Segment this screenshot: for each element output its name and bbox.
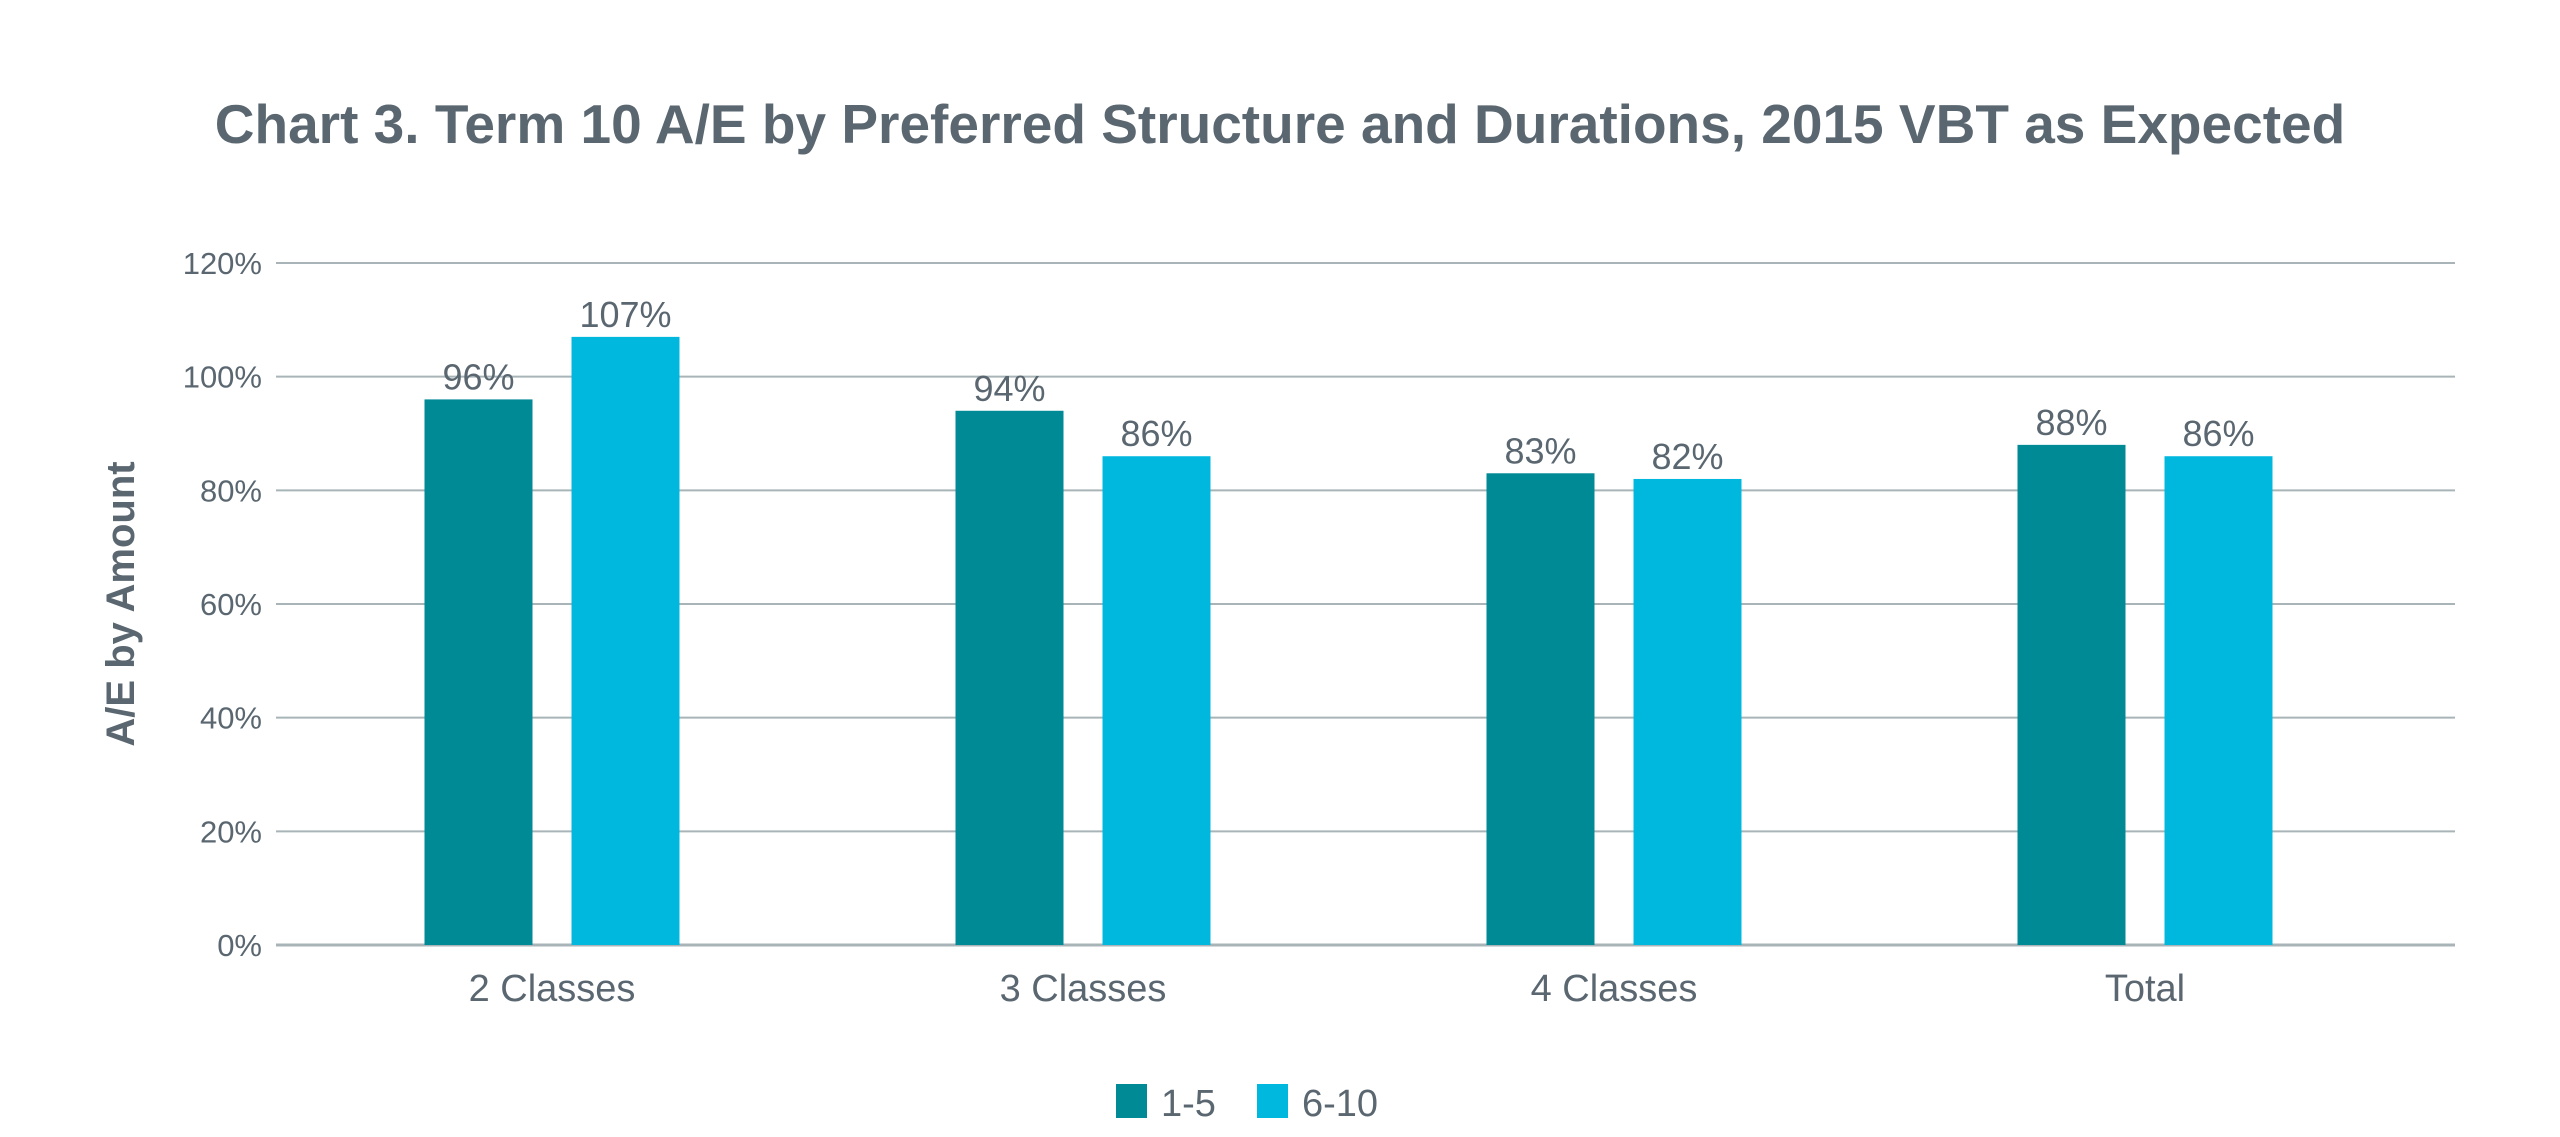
bar-1-5 — [424, 399, 533, 945]
x-tick-label: Total — [2105, 968, 2185, 1010]
y-axis-label: A/E by Amount — [99, 461, 143, 746]
y-tick-label: 40% — [200, 701, 262, 736]
data-label: 94% — [973, 368, 1045, 409]
data-label: 107% — [579, 294, 671, 335]
legend-swatch-6-10 — [1257, 1084, 1288, 1118]
bar-1-5 — [2017, 444, 2126, 945]
x-tick-label: 2 Classes — [469, 968, 636, 1010]
legend-label: 6-10 — [1302, 1083, 1378, 1125]
y-tick-label: 0% — [217, 928, 262, 963]
y-tick-label: 100% — [183, 360, 262, 395]
y-tick-label: 20% — [200, 814, 262, 849]
data-label: 83% — [1504, 430, 1576, 471]
legend-label: 1-5 — [1161, 1083, 1216, 1125]
y-tick-label: 120% — [183, 246, 262, 281]
bar-6-10 — [2164, 456, 2273, 945]
bar-6-10 — [1633, 478, 1742, 945]
y-tick-label: 80% — [200, 473, 262, 508]
x-tick-label: 3 Classes — [1000, 968, 1167, 1010]
bar-1-5 — [1486, 473, 1595, 945]
bar-6-10 — [1102, 456, 1211, 945]
chart-title: Chart 3. Term 10 A/E by Preferred Struct… — [214, 93, 2346, 155]
legend-swatch-1-5 — [1116, 1084, 1147, 1118]
data-label: 96% — [442, 356, 514, 397]
data-label: 86% — [1120, 413, 1192, 454]
data-label: 86% — [2182, 413, 2254, 454]
x-tick-label: 4 Classes — [1531, 968, 1698, 1010]
data-label: 88% — [2035, 402, 2107, 443]
y-tick-label: 60% — [200, 587, 262, 622]
bar-1-5 — [955, 410, 1064, 945]
data-label: 82% — [1651, 436, 1723, 477]
bar-6-10 — [571, 336, 680, 946]
